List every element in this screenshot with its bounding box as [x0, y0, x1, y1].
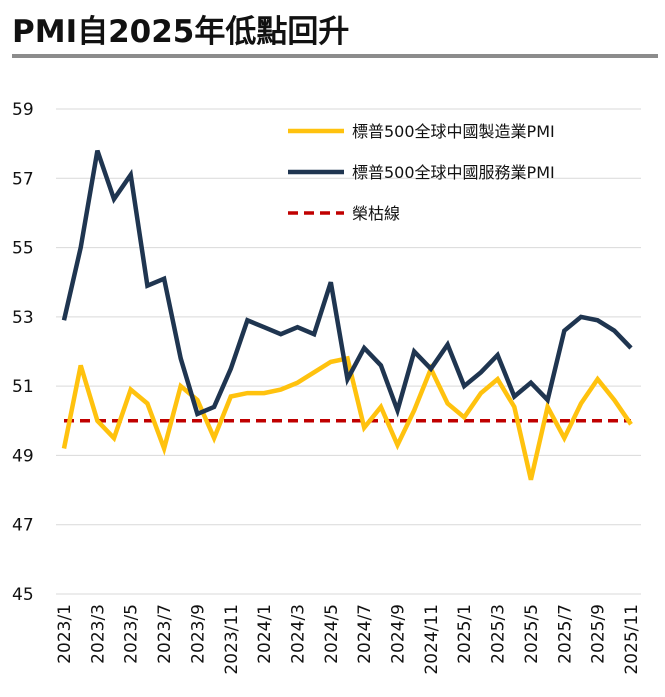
manufacturing-legend-label: 標普500全球中國製造業PMI	[352, 122, 555, 141]
x-tick-label: 2025/7	[555, 604, 575, 664]
manufacturing-series-line	[61, 355, 633, 481]
x-tick-label: 2025/1	[455, 604, 475, 664]
x-tick-label: 2023/3	[88, 604, 108, 664]
title-underline	[12, 54, 658, 58]
y-tick-label: 47	[12, 516, 34, 536]
y-axis-ticks: 45 47 49 51 53 55 57 59	[12, 100, 34, 605]
x-tick-label: 2024/1	[255, 604, 275, 664]
y-tick-label: 51	[12, 377, 34, 397]
legend: 標普500全球中國製造業PMI 標普500全球中國服務業PMI 榮枯線	[288, 122, 555, 223]
x-tick-label: 2025/11	[622, 604, 642, 675]
y-tick-label: 57	[12, 169, 34, 189]
x-tick-label: 2024/3	[288, 604, 308, 664]
y-tick-label: 59	[12, 100, 34, 120]
threshold-legend-label: 榮枯線	[352, 204, 400, 223]
x-tick-label: 2023/5	[122, 604, 142, 664]
series-lines	[61, 149, 633, 481]
gridlines	[56, 108, 641, 595]
services-series-line	[61, 149, 633, 418]
y-tick-label: 55	[12, 239, 34, 259]
y-tick-label: 45	[12, 585, 34, 605]
chart-title: PMI自2025年低點回升	[12, 14, 350, 50]
x-tick-label: 2024/9	[389, 604, 409, 664]
y-tick-label: 49	[12, 446, 34, 466]
x-tick-label: 2023/1	[55, 604, 75, 664]
x-tick-label: 2025/5	[522, 604, 542, 664]
x-tick-label: 2023/11	[222, 604, 242, 675]
y-tick-label: 53	[12, 308, 34, 328]
x-tick-label: 2023/9	[188, 604, 208, 664]
x-tick-label: 2024/7	[355, 604, 375, 664]
x-tick-label: 2025/9	[589, 604, 609, 664]
x-axis-ticks: 2023/1 2023/3 2023/5 2023/7 2023/9 2023/11 202…	[55, 604, 642, 675]
x-tick-label: 2023/7	[155, 604, 175, 664]
x-tick-label: 2024/11	[422, 604, 442, 675]
x-tick-label: 2025/3	[489, 604, 509, 664]
x-tick-label: 2024/5	[322, 604, 342, 664]
services-legend-label: 標普500全球中國服務業PMI	[352, 163, 555, 182]
